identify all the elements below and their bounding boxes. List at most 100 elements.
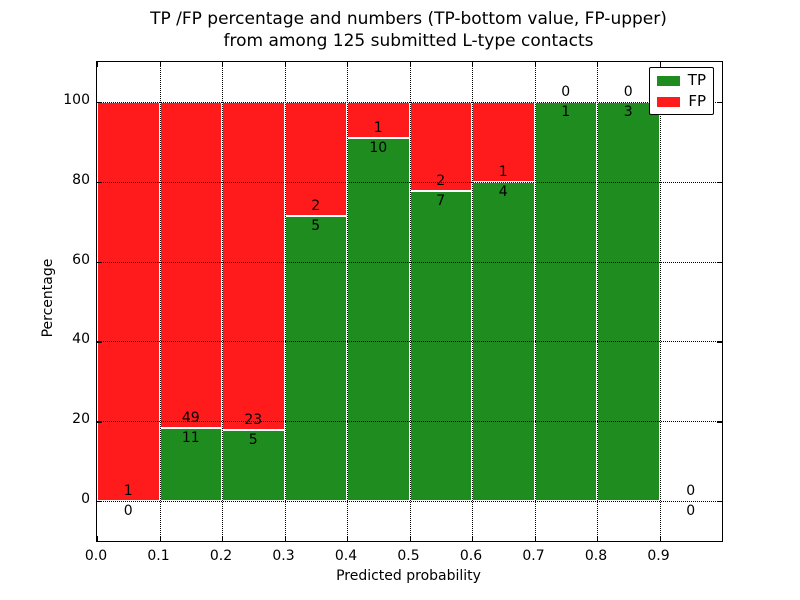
tp-count-label: 5 (311, 217, 321, 234)
y-tick-label: 100 (63, 91, 90, 108)
bar-fp-segment (97, 101, 160, 502)
fp-count-label: 23 (244, 411, 263, 428)
x-tick-label: 0.6 (459, 548, 483, 564)
x-tick-label: 0.5 (397, 548, 420, 564)
x-tick-label: 0.1 (147, 548, 170, 564)
legend-label-tp: TP (687, 71, 706, 89)
x-tick-mark-top (472, 62, 474, 67)
y-tick-mark (97, 421, 102, 423)
x-tick-mark-top (659, 62, 661, 67)
x-tick-mark (534, 536, 536, 541)
tp-count-label: 7 (436, 192, 446, 209)
fp-count-label: 1 (498, 163, 508, 180)
bar-tp-segment (159, 427, 222, 502)
gridline-vertical (597, 62, 598, 541)
bar-tp-segment (347, 138, 410, 502)
bar-tp-segment (534, 101, 597, 502)
y-tick-label: 40 (72, 331, 90, 348)
gridline-vertical (284, 62, 286, 541)
y-tick-label: 0 (81, 491, 90, 508)
y-tick-mark-right (717, 181, 722, 184)
x-tick-mark (409, 536, 411, 541)
x-tick-mark (97, 536, 99, 541)
legend-entry-tp: TP (657, 73, 706, 88)
y-tick-mark (97, 101, 102, 104)
x-tick-mark-top (97, 62, 99, 67)
plot-area: 1 0 49 11 23 5 2 5 1 10 2 7 1 4 0 1 0 3 0 0 (96, 61, 723, 542)
bar-fp-segment (159, 101, 222, 428)
x-tick-mark-top (597, 62, 599, 67)
tp-count-label: 4 (498, 183, 508, 200)
x-tick-mark (347, 536, 349, 541)
x-tick-label: 0.2 (209, 548, 233, 564)
gridline-vertical (409, 62, 411, 541)
x-tick-label: 0.4 (334, 548, 358, 564)
x-tick-mark-top (347, 62, 349, 67)
tp-count-label: 3 (623, 103, 633, 120)
x-tick-label: 0.3 (272, 548, 295, 564)
bar-fp-segment (284, 101, 347, 216)
gridline-vertical (347, 62, 348, 541)
x-tick-mark (472, 536, 474, 541)
fp-count-label: 0 (623, 83, 633, 100)
x-tick-label: 0.7 (522, 548, 545, 564)
x-tick-label: 0.9 (647, 548, 670, 564)
x-tick-label: 0.0 (84, 548, 108, 564)
y-tick-mark-right (717, 261, 722, 263)
gridline-vertical (159, 62, 161, 541)
plot-inner: 1 0 49 11 23 5 2 5 1 10 2 7 1 4 0 1 0 3 0 0 (97, 62, 722, 541)
bar-fp-segment (222, 101, 285, 430)
x-tick-mark-top (534, 62, 536, 67)
fp-count-label: 2 (311, 197, 321, 214)
x-tick-mark (659, 536, 661, 541)
x-tick-mark-top (159, 62, 161, 67)
tp-count-label: 5 (248, 431, 258, 448)
x-tick-mark (597, 536, 599, 541)
tp-count-label: 11 (181, 429, 200, 446)
y-tick-mark (97, 261, 102, 263)
gridline-vertical (534, 62, 536, 541)
chart-title-line2: from among 125 submitted L-type contacts (223, 31, 594, 51)
tp-count-label: 0 (123, 503, 133, 520)
legend-swatch-fp (657, 96, 681, 107)
tp-count-label: 0 (686, 503, 696, 520)
y-tick-mark (97, 501, 102, 503)
fp-count-label: 49 (181, 409, 200, 426)
y-tick-mark (97, 181, 102, 184)
fp-count-label: 0 (561, 83, 571, 100)
fp-count-label: 0 (686, 483, 696, 500)
legend: TP FP (649, 67, 714, 115)
gridline-vertical (472, 62, 473, 541)
tp-count-label: 1 (561, 103, 571, 120)
y-tick-mark (97, 341, 102, 343)
y-tick-label: 60 (72, 251, 90, 268)
y-tick-mark-right (717, 341, 722, 343)
legend-label-fp: FP (688, 92, 706, 110)
fp-count-label: 1 (123, 483, 133, 500)
tp-count-label: 10 (369, 140, 388, 157)
y-tick-mark-right (717, 101, 722, 104)
bar-tp-segment (409, 190, 472, 502)
legend-entry-fp: FP (657, 94, 706, 109)
x-tick-mark (159, 536, 161, 541)
x-tick-label: 0.8 (584, 548, 608, 564)
bar-tp-segment (222, 429, 285, 502)
bar-tp-segment (284, 215, 347, 502)
y-tick-label: 20 (72, 411, 90, 428)
bar-fp-segment (347, 101, 410, 139)
legend-swatch-tp (657, 75, 680, 86)
x-axis-label: Predicted probability (336, 568, 481, 584)
x-tick-mark (284, 536, 286, 541)
fp-count-label: 1 (373, 120, 383, 137)
y-tick-label: 80 (72, 171, 90, 188)
fp-count-label: 2 (436, 172, 446, 189)
gridline-vertical (222, 62, 223, 541)
bar-fp-segment (472, 101, 535, 182)
x-tick-mark-top (409, 62, 411, 67)
x-tick-mark-top (284, 62, 286, 67)
x-tick-mark (222, 536, 224, 541)
gridline-vertical (659, 62, 661, 541)
x-tick-mark-top (222, 62, 224, 67)
chart-title-line1: TP /FP percentage and numbers (TP-bottom… (150, 9, 667, 29)
